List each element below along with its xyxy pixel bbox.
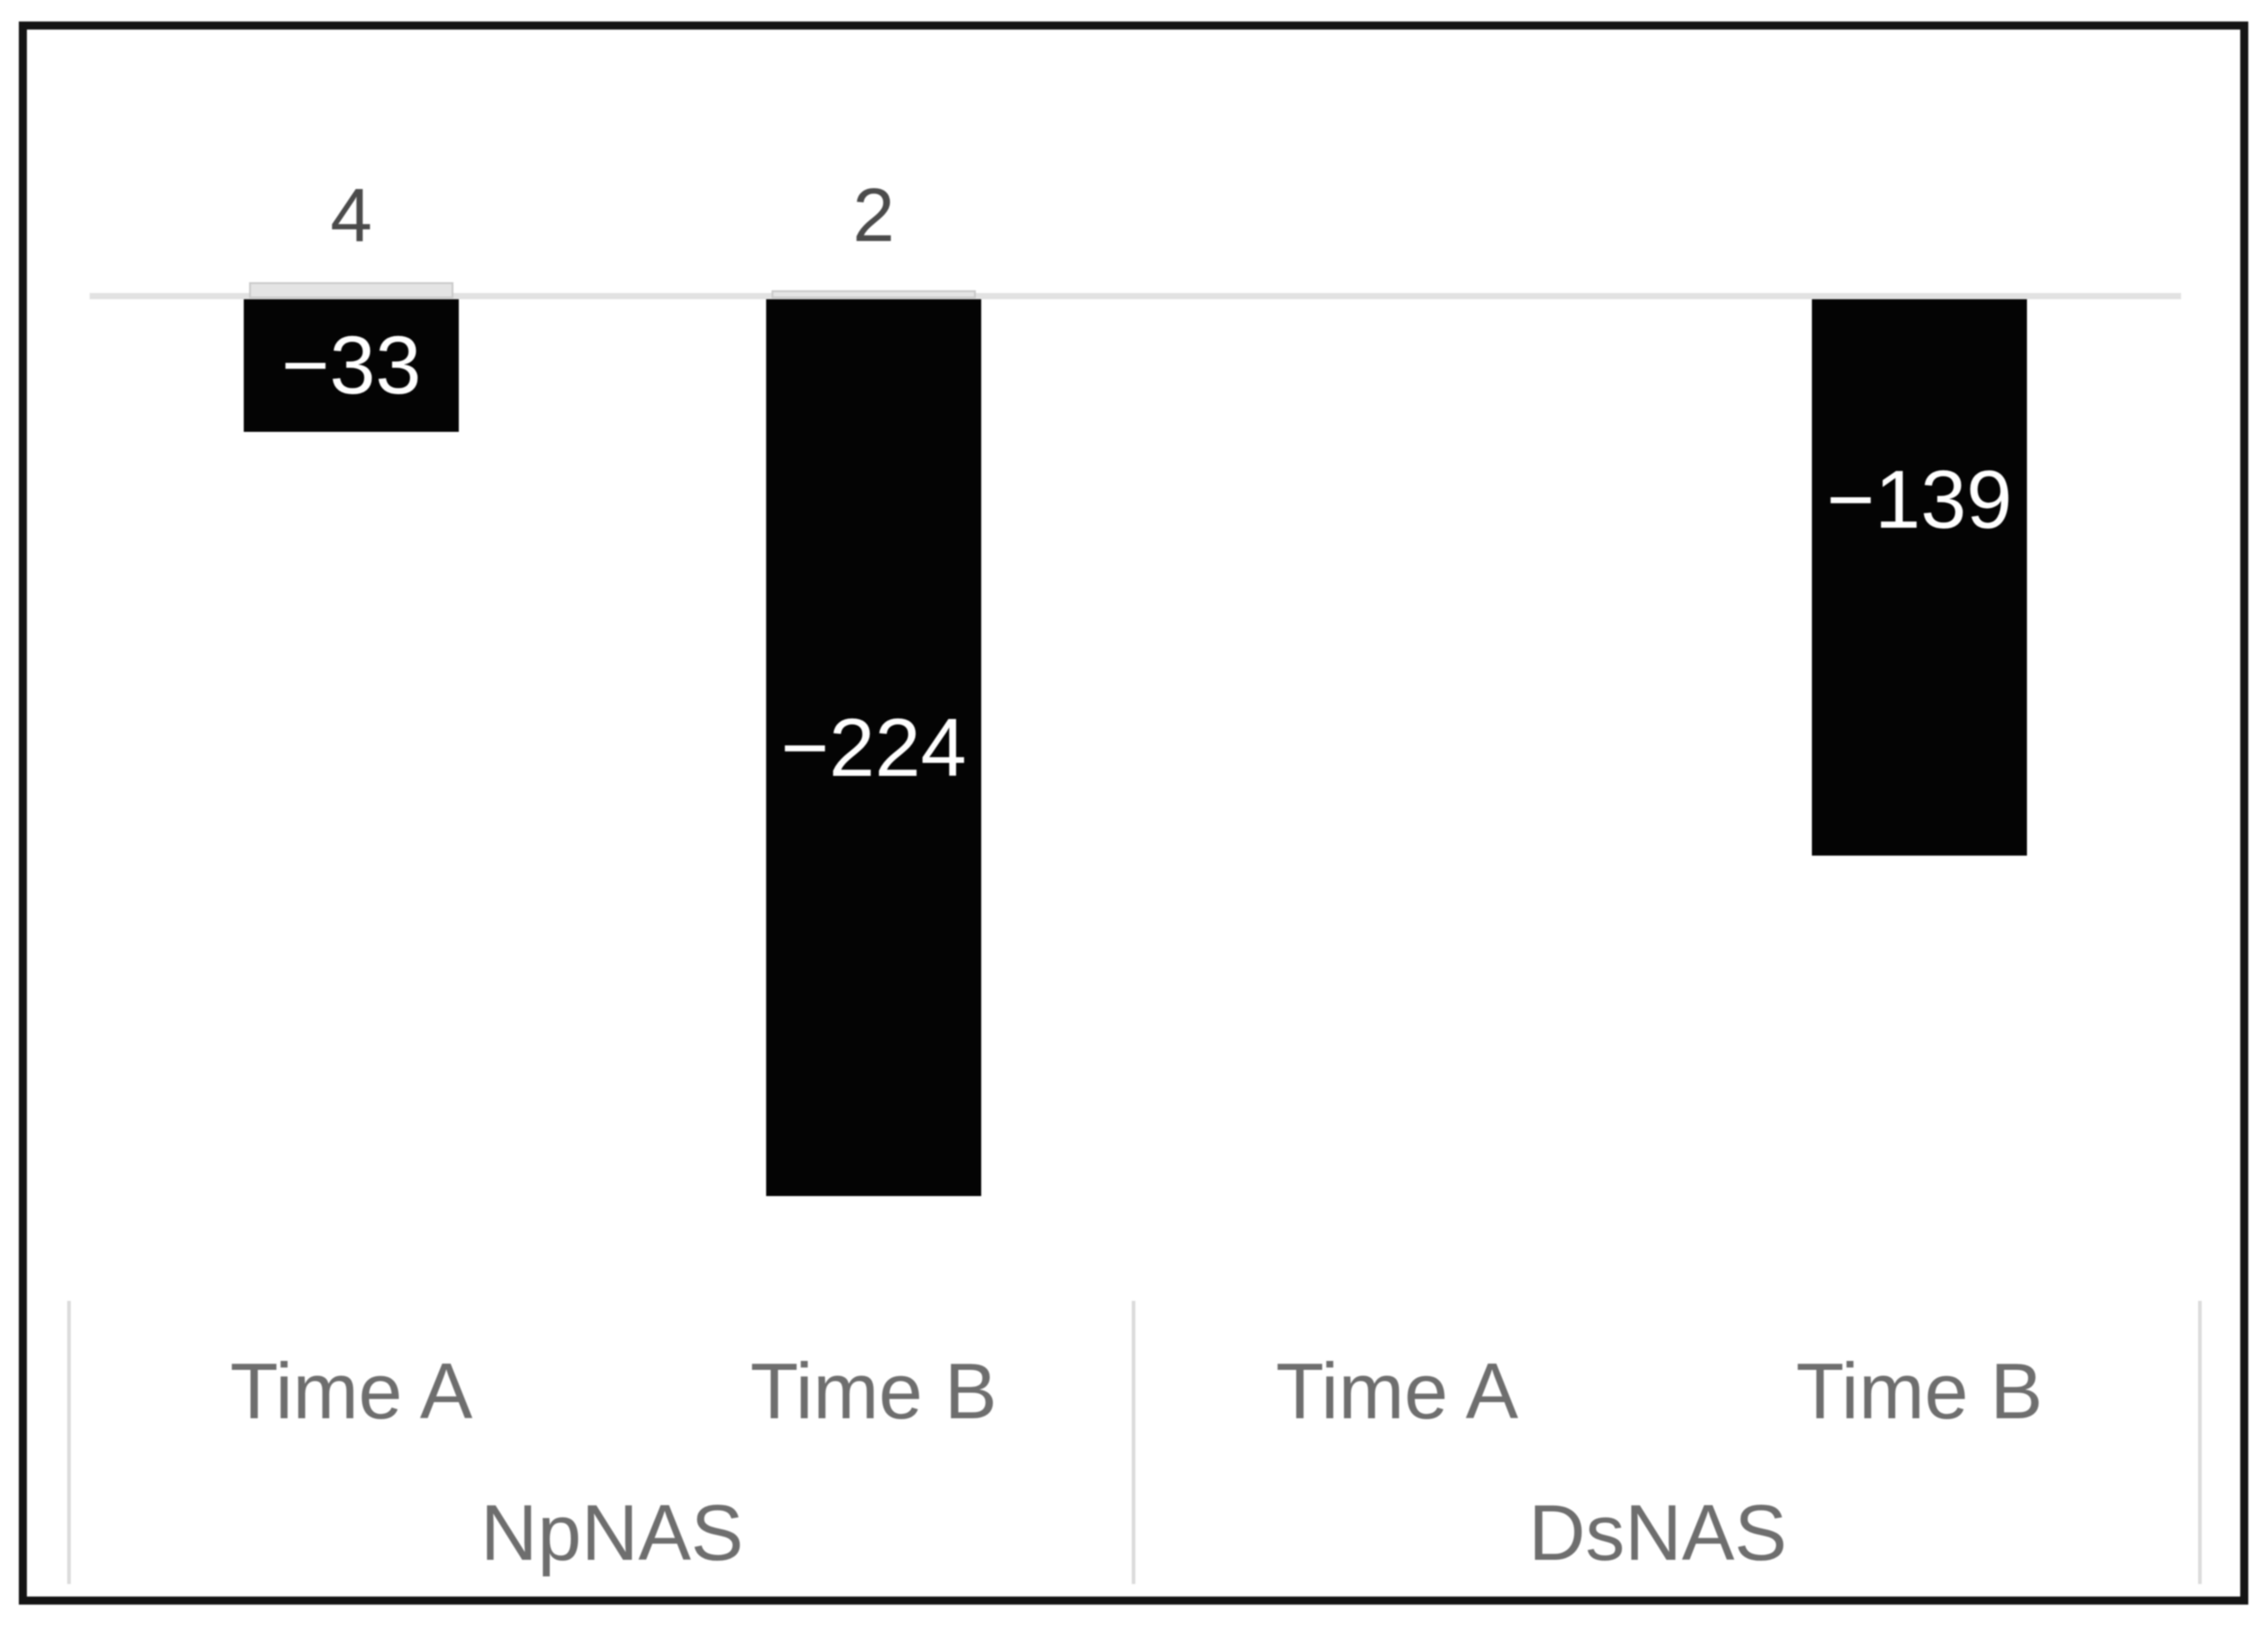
bar-data-label-3: −139 [1826, 453, 2013, 546]
bar-negative-0 [244, 299, 459, 432]
zero-axis-line [90, 293, 2181, 299]
bar-positive-1 [772, 290, 976, 298]
group-label-npnas: NpNAS [480, 1488, 744, 1577]
axis-separator-right [2198, 1301, 2202, 1584]
bar-positive-0 [249, 282, 453, 298]
bar-negative-3 [1812, 299, 2027, 856]
group-label-dsnas: DsNAS [1528, 1488, 1788, 1577]
chart-frame [19, 22, 2248, 1605]
bar-value-label-1: 2 [852, 172, 895, 257]
bar-negative-1 [766, 299, 981, 1196]
category-label-npnas-time-a: Time A [229, 1347, 473, 1435]
category-label-dsnas-time-a: Time A [1275, 1347, 1519, 1435]
category-label-dsnas-time-b: Time B [1796, 1347, 2043, 1435]
axis-separator-middle [1132, 1301, 1135, 1584]
bar-data-label-1: −224 [780, 702, 967, 794]
bar-value-label-0: 4 [330, 172, 373, 257]
axis-separator-left [67, 1301, 71, 1584]
category-label-npnas-time-b: Time B [750, 1347, 997, 1435]
bar-data-label-0: −33 [280, 319, 422, 411]
